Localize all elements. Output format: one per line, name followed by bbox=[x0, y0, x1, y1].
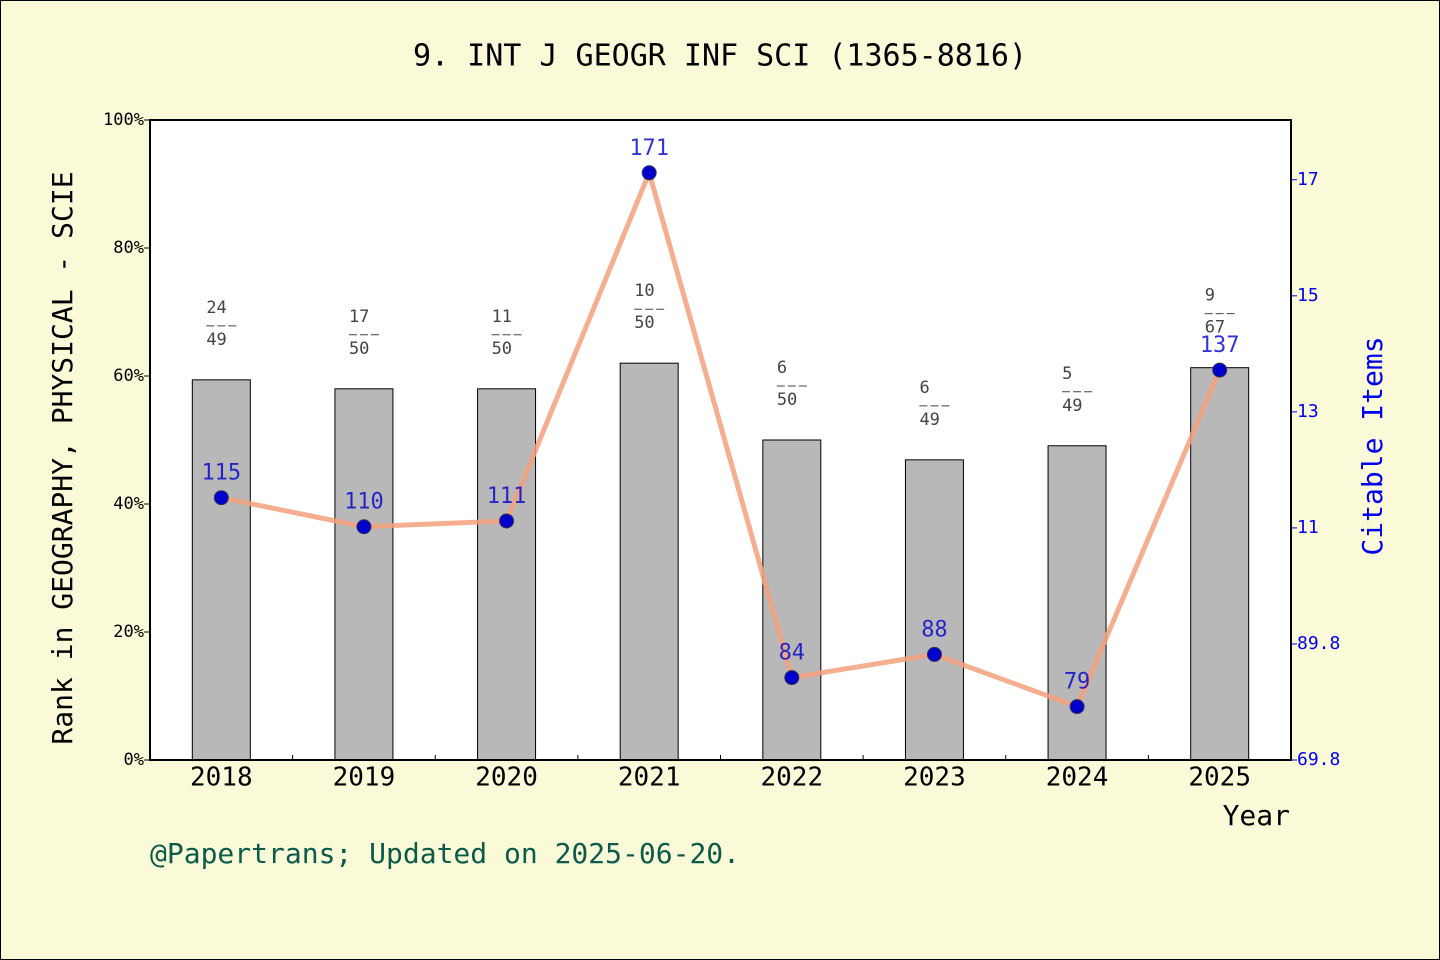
y2-tick-label: 11 bbox=[1297, 517, 1319, 538]
bar bbox=[334, 388, 394, 761]
chart-title: 9. INT J GEOGR INF SCI (1365-8816) bbox=[413, 39, 1027, 74]
plot-area bbox=[150, 120, 1291, 760]
y-tick-label: 60% bbox=[113, 366, 144, 386]
rank-label: 10 bbox=[634, 281, 654, 301]
point-label: 171 bbox=[629, 136, 669, 161]
bar bbox=[191, 379, 251, 761]
total-label: 50 bbox=[492, 339, 512, 359]
x-tick-label: 2019 bbox=[333, 763, 396, 793]
x-tick-label: 2023 bbox=[903, 763, 966, 793]
point-label: 115 bbox=[201, 461, 241, 486]
y-tick-label: 20% bbox=[113, 622, 144, 642]
y2-tick-label: 15 bbox=[1297, 285, 1319, 306]
y2-axis-title: Citable Items bbox=[1356, 336, 1389, 555]
point-label: 84 bbox=[779, 641, 806, 666]
y-tick-label: 100% bbox=[103, 110, 144, 130]
total-label: 49 bbox=[919, 410, 939, 430]
point-label: 110 bbox=[344, 490, 384, 515]
point bbox=[784, 670, 800, 686]
y-tick-label: 80% bbox=[113, 238, 144, 258]
line bbox=[220, 165, 1222, 710]
total-label: 50 bbox=[634, 313, 654, 333]
total-label: 67 bbox=[1205, 318, 1225, 338]
total-label: 50 bbox=[777, 390, 797, 410]
rank-label: 11 bbox=[492, 307, 512, 327]
y-axis-title: Rank in GEOGRAPHY, PHYSICAL - SCIE bbox=[46, 171, 79, 744]
rank-label: 5 bbox=[1062, 364, 1072, 384]
point-label: 79 bbox=[1064, 670, 1091, 695]
total-label: 49 bbox=[206, 330, 226, 350]
bar bbox=[1190, 367, 1250, 761]
x-tick-label: 2018 bbox=[190, 763, 253, 793]
point-label: 137 bbox=[1200, 333, 1240, 358]
point bbox=[926, 646, 942, 662]
x-tick-label: 2020 bbox=[475, 763, 538, 793]
point bbox=[641, 165, 657, 181]
y2-tick-label: 69.8 bbox=[1297, 749, 1340, 770]
x-axis-title: Year bbox=[1223, 799, 1290, 832]
rank-label: 9 bbox=[1205, 286, 1215, 306]
total-label: 50 bbox=[349, 339, 369, 359]
y2-tick-label: 89.8 bbox=[1297, 633, 1340, 654]
rank-label: 24 bbox=[206, 298, 226, 318]
rank-label: 6 bbox=[777, 358, 787, 378]
y2-tick-label: 17 bbox=[1297, 169, 1319, 190]
plot-border bbox=[149, 119, 1292, 761]
point bbox=[356, 519, 372, 535]
point bbox=[499, 513, 515, 529]
bar bbox=[904, 459, 964, 761]
bar bbox=[619, 362, 679, 761]
y-tick-label: 0% bbox=[124, 750, 144, 770]
y-tick-label: 40% bbox=[113, 494, 144, 514]
total-label: 49 bbox=[1062, 396, 1082, 416]
point-label: 111 bbox=[487, 484, 527, 509]
x-tick-label: 2022 bbox=[761, 763, 824, 793]
bar bbox=[477, 388, 537, 761]
x-tick-label: 2024 bbox=[1046, 763, 1109, 793]
x-tick-label: 2025 bbox=[1188, 763, 1251, 793]
y2-tick-label: 13 bbox=[1297, 401, 1319, 422]
point-label: 88 bbox=[921, 617, 948, 642]
footer: @Papertrans; Updated on 2025-06-20. bbox=[150, 837, 740, 870]
x-tick-label: 2021 bbox=[618, 763, 681, 793]
point bbox=[1069, 699, 1085, 715]
rank-label: 17 bbox=[349, 307, 369, 327]
point bbox=[213, 490, 229, 506]
rank-label: 6 bbox=[919, 378, 929, 398]
point bbox=[1212, 362, 1228, 378]
